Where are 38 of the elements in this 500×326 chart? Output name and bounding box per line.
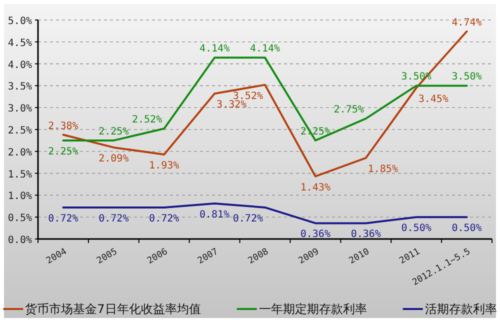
y-tick-label: 3.0% bbox=[8, 104, 32, 115]
data-label: 3.32% bbox=[216, 100, 247, 111]
data-label: 0.36% bbox=[350, 229, 381, 240]
y-tick-label: 2.0% bbox=[8, 147, 32, 158]
data-label: 0.72% bbox=[48, 213, 78, 224]
data-label: 2.38% bbox=[48, 120, 78, 132]
y-tick-label: 5.0% bbox=[8, 16, 32, 27]
data-label: 2.25% bbox=[98, 126, 129, 138]
data-label: 3.45% bbox=[418, 94, 448, 105]
data-label: 0.72% bbox=[232, 213, 263, 224]
legend-label: 货币市场基金7日年化收益率均值 bbox=[25, 302, 201, 316]
data-label: 2.09% bbox=[98, 153, 129, 164]
data-label: 3.50% bbox=[452, 72, 482, 83]
data-label: 0.72% bbox=[149, 213, 180, 224]
legend-label: 活期存款利率 bbox=[424, 302, 497, 316]
legend-label: 一年期定期存款利率 bbox=[258, 302, 367, 316]
data-label: 4.14% bbox=[250, 44, 280, 55]
data-label: 4.14% bbox=[200, 44, 230, 55]
y-tick-label: 0.0% bbox=[8, 235, 32, 246]
y-tick-label: 4.0% bbox=[8, 60, 32, 71]
data-label: 0.50% bbox=[401, 223, 432, 234]
y-tick-label: 3.5% bbox=[8, 82, 32, 93]
y-tick-label: 1.5% bbox=[8, 169, 32, 180]
data-label: 0.72% bbox=[98, 213, 129, 224]
data-label: 1.85% bbox=[368, 164, 398, 175]
data-label: 1.93% bbox=[149, 160, 180, 172]
data-label: 2.25% bbox=[48, 146, 78, 158]
y-tick-label: 2.5% bbox=[8, 126, 32, 136]
data-label: 0.81% bbox=[200, 210, 230, 221]
y-tick-label: 1.0% bbox=[8, 191, 32, 202]
y-tick-label: 4.5% bbox=[8, 38, 32, 49]
data-label: 2.75% bbox=[334, 104, 364, 116]
data-label: 4.74% bbox=[452, 17, 482, 28]
y-tick-label: 0.5% bbox=[8, 213, 32, 224]
data-label: 2.52% bbox=[132, 114, 162, 126]
data-label: 0.36% bbox=[300, 229, 330, 240]
data-label: 0.50% bbox=[452, 223, 482, 234]
data-label: 1.43% bbox=[300, 182, 330, 194]
